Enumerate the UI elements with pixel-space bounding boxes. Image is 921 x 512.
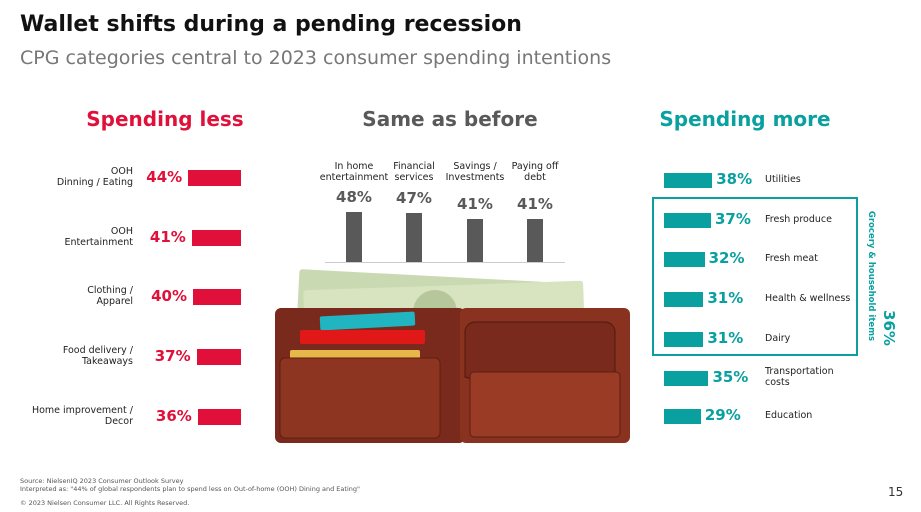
bar (406, 212, 422, 262)
category-label: Dairy (765, 333, 791, 344)
value-label: 31% (707, 289, 744, 307)
value-label: 44% (146, 168, 183, 186)
value-label: 32% (708, 249, 745, 267)
value-label: 47% (396, 188, 432, 207)
category-label: Clothing / Apparel (87, 285, 133, 308)
value-label: 38% (716, 170, 753, 188)
category-label: OOH Dinning / Eating (56, 166, 133, 189)
category-label: Utilities (765, 174, 801, 185)
group-bracket (652, 197, 858, 356)
bar (664, 291, 704, 307)
wallet (275, 269, 630, 443)
value-label: 36% (155, 407, 192, 425)
value-label: 40% (151, 287, 187, 305)
bar (664, 212, 711, 228)
value-label: 41% (457, 194, 493, 213)
value-label: 35% (712, 368, 749, 386)
bar (664, 172, 713, 188)
bar (188, 170, 241, 186)
value-label: 37% (154, 347, 191, 365)
bar (664, 331, 704, 347)
value-label: 37% (714, 210, 751, 228)
category-label: OOH Entertainment (64, 226, 133, 249)
category-label: Fresh meat (765, 253, 818, 264)
bar (467, 218, 483, 262)
category-label: In home entertainment (319, 161, 389, 184)
category-label: Savings / Investments (445, 161, 505, 184)
category-label: Fresh produce (765, 214, 832, 225)
bar (197, 409, 241, 425)
chart-title: Same as before (362, 107, 538, 131)
value-label: 31% (707, 329, 744, 347)
group-value: 36% (880, 310, 898, 346)
source: Source: NielsenIQ 2023 Consumer Outlook … (20, 477, 360, 493)
bar (193, 289, 241, 305)
bar (346, 211, 362, 262)
bar (664, 251, 705, 267)
subtitle: CPG categories central to 2023 consumer … (20, 47, 612, 69)
value-label: 29% (704, 406, 741, 424)
card (319, 311, 416, 331)
baseline (325, 262, 565, 263)
category-label: Transportation costs (765, 366, 834, 389)
category-label: Home improvement / Decor (31, 405, 133, 428)
category-label: Food delivery / Takeaways (62, 345, 133, 368)
group-label: Grocery & household items (866, 210, 877, 342)
category-label: Health & wellness (765, 293, 851, 304)
bar (664, 408, 701, 424)
value-label: 41% (517, 194, 553, 213)
bar (527, 218, 543, 262)
value-label: 41% (149, 228, 186, 246)
card (300, 330, 425, 344)
value-label: 48% (336, 187, 372, 206)
category-label: Paying off debt (511, 161, 559, 184)
page-number: 15 (888, 485, 904, 499)
title: Wallet shifts during a pending recession (20, 12, 522, 37)
category-label: Financial services (393, 161, 435, 184)
bar (191, 230, 241, 246)
copyright: © 2023 Nielsen Consumer LLC. All Rights … (20, 499, 190, 507)
category-label: Education (765, 410, 813, 421)
chart-title: Spending less (86, 107, 244, 131)
chart-title: Spending more (659, 107, 831, 131)
bar (196, 349, 241, 365)
bar (664, 370, 709, 386)
coin-pocket (469, 371, 621, 438)
pocket (279, 357, 441, 439)
